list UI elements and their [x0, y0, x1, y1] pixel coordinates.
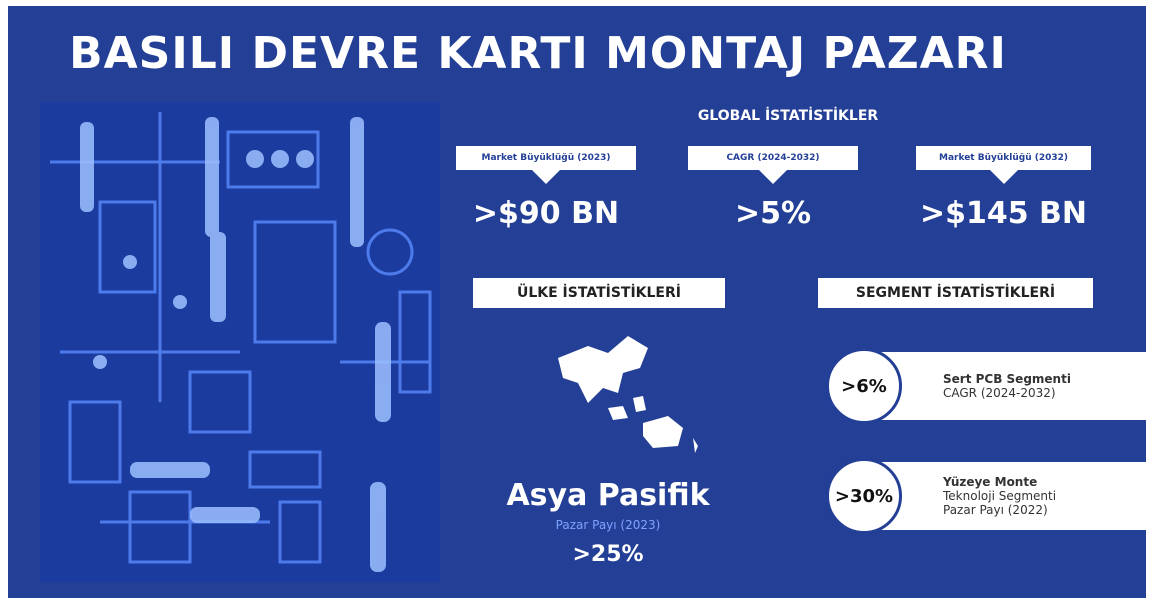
stat-pointer	[990, 170, 1018, 184]
segment-line: Pazar Payı (2022)	[943, 503, 1143, 517]
global-heading: GLOBAL İSTATİSTİKLER	[628, 108, 948, 124]
stat-pointer	[532, 170, 560, 184]
segment-value: >6%	[826, 348, 902, 424]
region-caption: Pazar Payı (2023)	[478, 518, 738, 532]
page-body: BASILI DEVRE KARTI MONTAJ PAZARI GLOBAL …	[0, 0, 1154, 609]
stat-label: Market Büyüklüğü (2032)	[916, 146, 1091, 170]
pcb-image	[40, 102, 440, 582]
title: BASILI DEVRE KARTI MONTAJ PAZARI	[8, 28, 1068, 79]
infographic: BASILI DEVRE KARTI MONTAJ PAZARI GLOBAL …	[8, 6, 1146, 598]
segment-line: Sert PCB Segmenti	[943, 372, 1143, 386]
stat-value: >$90 BN	[436, 196, 656, 231]
segment-line: Yüzeye Monte	[943, 475, 1143, 489]
stat-value: >$145 BN	[896, 196, 1111, 231]
stat-value: >5%	[668, 196, 878, 231]
segment-line: CAGR (2024-2032)	[943, 386, 1143, 400]
stat-pointer	[759, 170, 787, 184]
stat-label: Market Büyüklüğü (2023)	[456, 146, 636, 170]
segment-line: Teknoloji Segmenti	[943, 489, 1143, 503]
region: Asya Pasifik	[478, 478, 738, 513]
country-heading: ÜLKE İSTATİSTİKLERİ	[473, 278, 725, 308]
segment-heading: SEGMENT İSTATİSTİKLERİ	[818, 278, 1093, 308]
region-value: >25%	[478, 542, 738, 567]
asia-pacific-map	[548, 328, 718, 458]
stat-label: CAGR (2024-2032)	[688, 146, 858, 170]
segment-value: >30%	[826, 458, 902, 534]
